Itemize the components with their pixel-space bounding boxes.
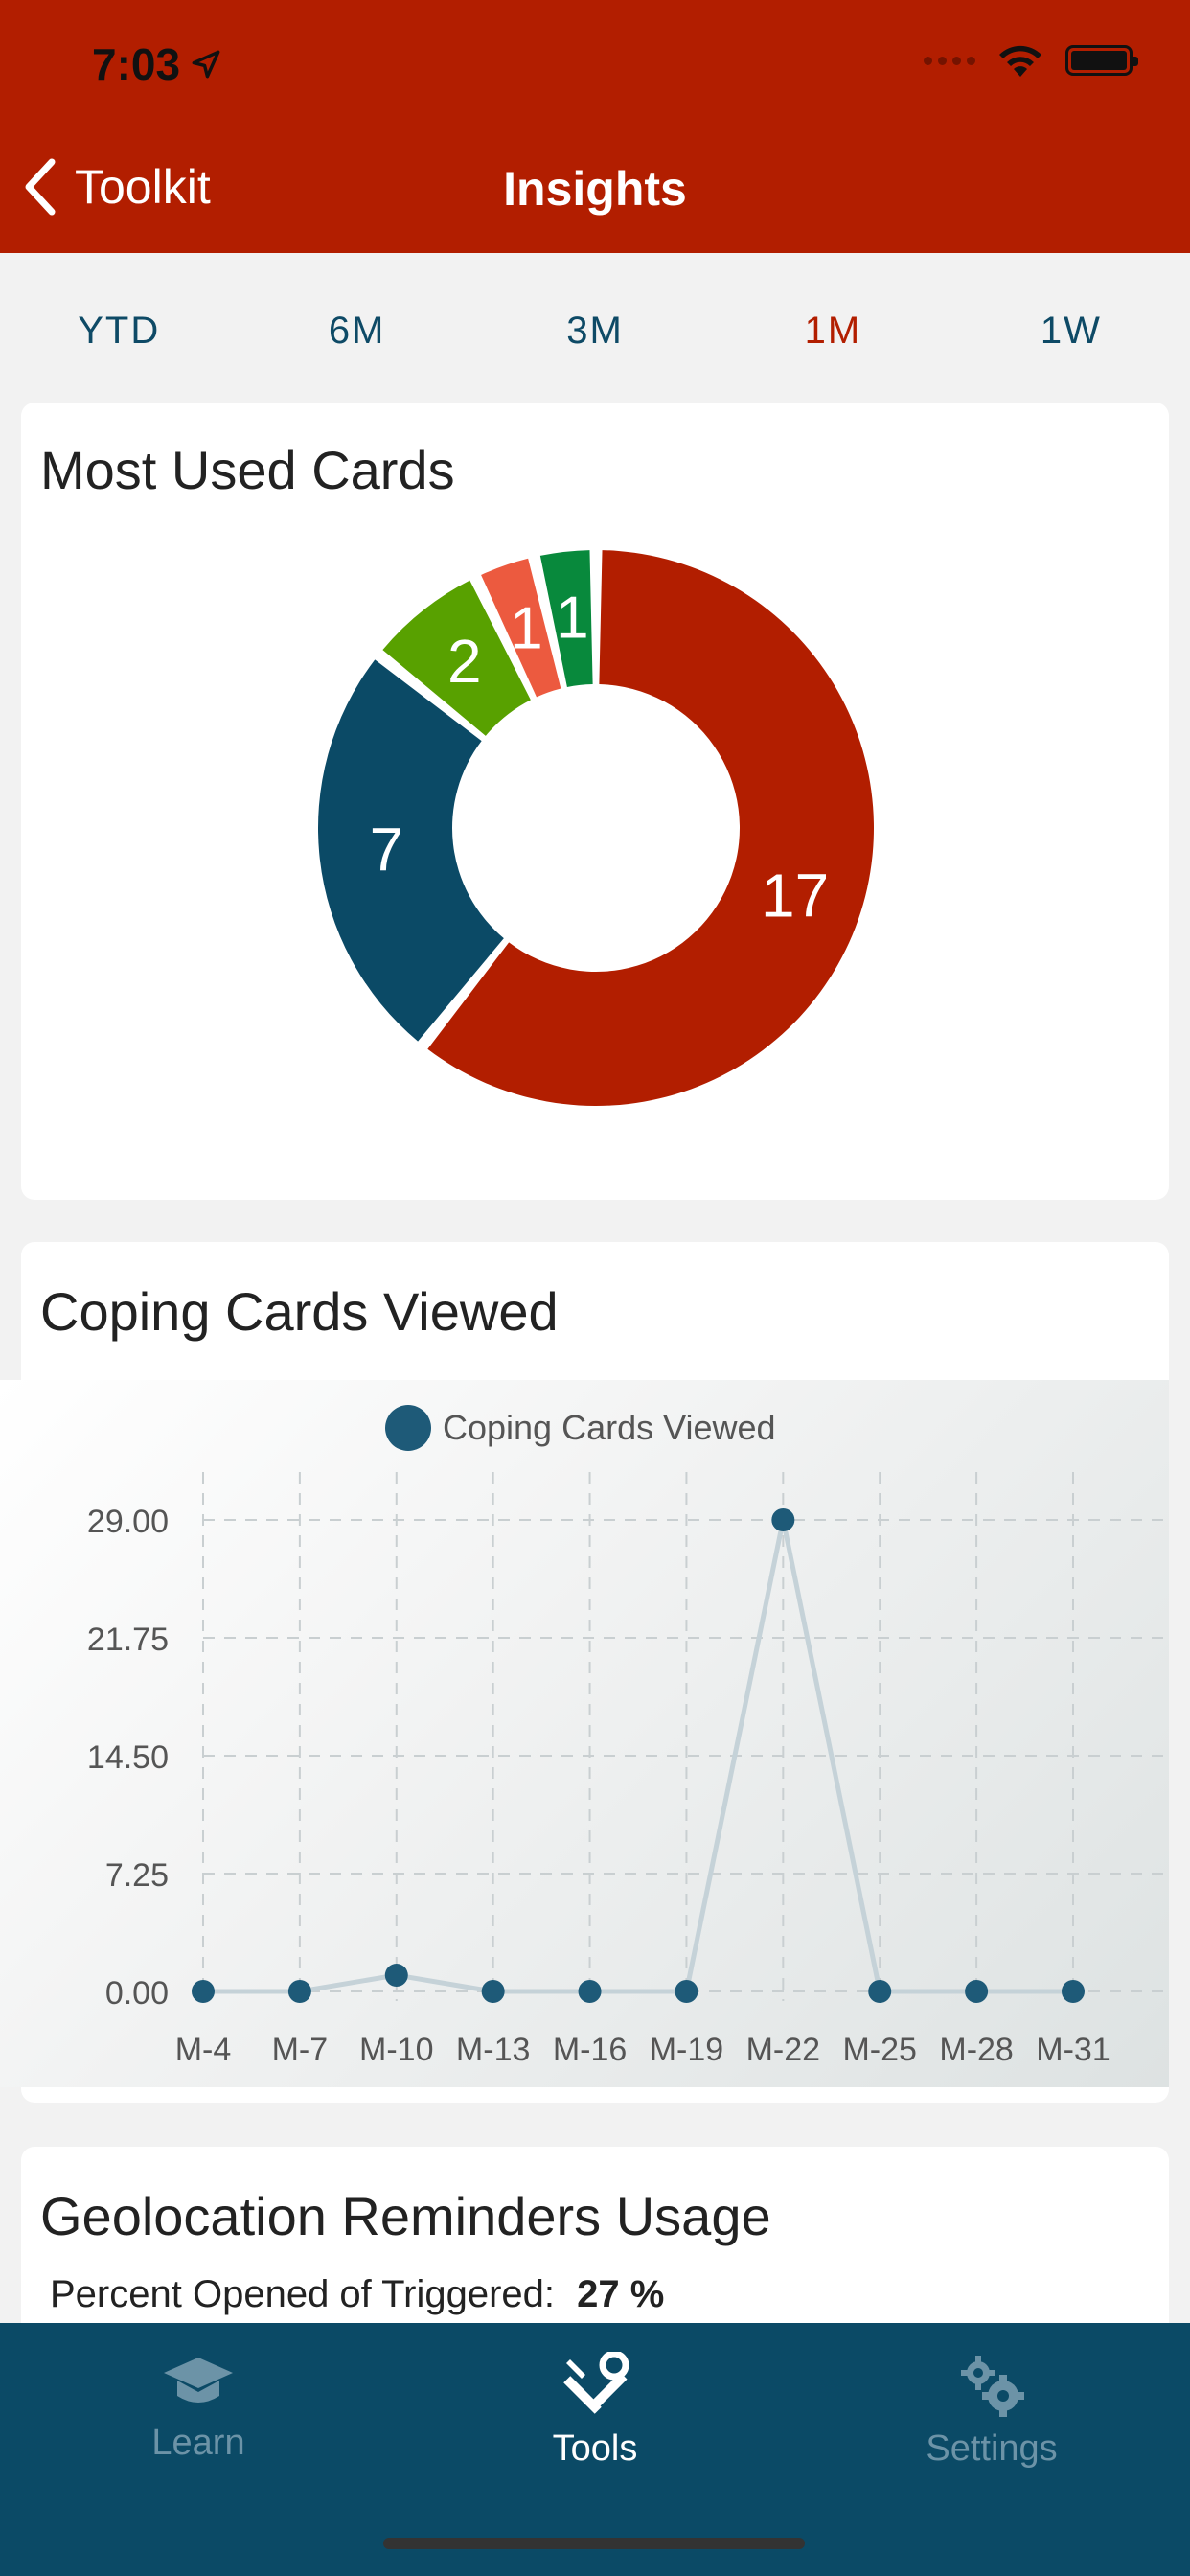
legend-marker xyxy=(385,1405,431,1451)
y-tick-label: 21.75 xyxy=(87,1622,169,1658)
most-used-cards-title: Most Used Cards xyxy=(40,440,455,500)
range-tab-6m[interactable]: 6M xyxy=(328,310,386,352)
back-button[interactable]: Toolkit xyxy=(21,153,211,220)
x-tick-label: M-7 xyxy=(272,2032,329,2068)
donut-slice-label: 1 xyxy=(556,585,588,651)
legend-label: Coping Cards Viewed xyxy=(443,1408,776,1447)
range-tab-ytd[interactable]: YTD xyxy=(78,310,161,352)
donut-slice xyxy=(427,550,874,1106)
back-button-label: Toolkit xyxy=(75,160,211,214)
data-point xyxy=(1062,1980,1085,2003)
donut-slice xyxy=(317,659,504,1042)
most-used-cards-card: Most Used Cards 17 7 2 1 1 xyxy=(21,402,1169,1200)
coping-cards-viewed-title: Coping Cards Viewed xyxy=(40,1281,559,1342)
data-point xyxy=(384,1964,408,1988)
data-point xyxy=(868,1980,892,2003)
y-tick-label: 7.25 xyxy=(105,1857,169,1894)
tab-learn[interactable]: Learn xyxy=(0,2352,397,2505)
coping-chart-area: Coping Cards Viewed 0.00 7.25 14.50 21.75 29.… xyxy=(0,1380,1169,2087)
geolocation-title: Geolocation Reminders Usage xyxy=(40,2186,771,2246)
page-title: Insights xyxy=(503,162,687,216)
donut-slice-label: 1 xyxy=(510,595,542,661)
data-point xyxy=(675,1980,698,2003)
range-tabs: YTD 6M 3M 1M 1W xyxy=(0,288,1190,374)
y-tick-label: 0.00 xyxy=(105,1975,169,2012)
cellular-signal-icon xyxy=(924,56,975,65)
x-tick-label: M-19 xyxy=(650,2032,723,2068)
x-tick-label: M-22 xyxy=(746,2032,820,2068)
status-indicators xyxy=(924,42,1138,79)
tab-tools[interactable]: Tools xyxy=(397,2352,793,2505)
donut-slice-label: 7 xyxy=(370,816,404,885)
x-tick-label: M-16 xyxy=(553,2032,627,2068)
data-point xyxy=(771,1508,795,1531)
donut-slice-label: 17 xyxy=(761,862,829,931)
location-arrow-icon xyxy=(192,50,220,79)
data-point xyxy=(287,1980,311,2003)
wifi-icon xyxy=(999,45,1041,77)
range-tab-1w[interactable]: 1W xyxy=(1040,310,1102,352)
x-tick-label: M-10 xyxy=(359,2032,433,2068)
y-tick-label: 29.00 xyxy=(87,1504,169,1540)
tab-tools-label: Tools xyxy=(552,2428,638,2469)
donut-slice-label: 2 xyxy=(447,627,482,696)
x-tick-label: M-13 xyxy=(456,2032,530,2068)
data-point xyxy=(578,1980,602,2003)
x-tick-label: M-25 xyxy=(842,2032,916,2068)
range-tab-3m[interactable]: 3M xyxy=(566,310,624,352)
percent-opened-row: Percent Opened of Triggered: 27 % xyxy=(50,2273,664,2316)
gears-icon xyxy=(961,2356,1024,2417)
data-point xyxy=(192,1980,215,2003)
percent-opened-value: 27 % xyxy=(577,2273,665,2315)
nav-header: 7:03 Toolkit Insights xyxy=(0,0,1190,253)
x-tick-label: M-31 xyxy=(1036,2032,1110,2068)
percent-opened-label: Percent Opened of Triggered: xyxy=(50,2273,555,2315)
tab-settings[interactable]: Settings xyxy=(793,2352,1190,2505)
status-time: 7:03 xyxy=(92,38,222,90)
series-line xyxy=(203,1519,1073,1994)
donut-slice xyxy=(382,580,531,736)
y-tick-label: 14.50 xyxy=(87,1739,169,1776)
x-tick-label: M-28 xyxy=(939,2032,1013,2068)
tab-learn-label: Learn xyxy=(151,2423,245,2463)
x-tick-label: M-4 xyxy=(175,2032,232,2068)
battery-icon xyxy=(1065,45,1138,76)
data-point xyxy=(481,1980,505,2003)
tab-settings-label: Settings xyxy=(926,2428,1058,2469)
data-point xyxy=(965,1980,989,2003)
graduation-cap-icon xyxy=(164,2358,233,2403)
chevron-left-icon xyxy=(25,158,56,216)
coping-line-chart: Coping Cards Viewed 0.00 7.25 14.50 21.75 29.… xyxy=(87,1405,1167,2068)
range-tab-1m[interactable]: 1M xyxy=(804,310,862,352)
tools-icon xyxy=(563,2352,629,2414)
home-indicator xyxy=(383,2538,805,2549)
donut-slice xyxy=(539,550,593,688)
donut-slice xyxy=(481,558,561,698)
tab-bar: Learn Tools Settings xyxy=(0,2323,1190,2576)
